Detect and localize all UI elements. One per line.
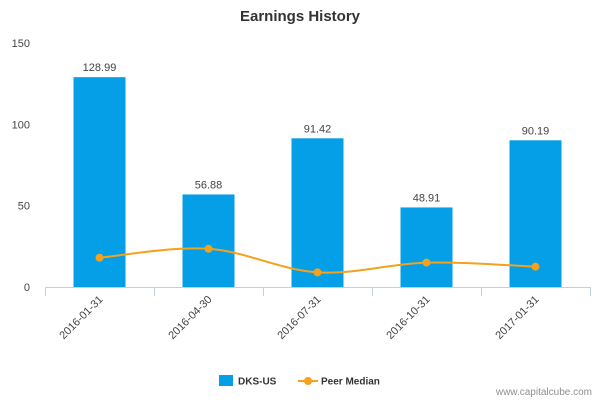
bar-value-label: 56.88 (195, 179, 223, 191)
x-tick-label: 2016-07-31 (275, 294, 323, 342)
bar-series (73, 77, 562, 287)
bar-value-label: 48.91 (413, 192, 441, 204)
x-axis: 2016-01-31 2016-04-30 2016-07-31 2016-10-31… (45, 287, 591, 342)
y-axis: 0 50 100 150 (12, 38, 30, 294)
bar-dks-us[interactable] (73, 77, 126, 287)
x-tick-label: 2016-04-30 (166, 294, 214, 342)
legend-swatch-dks-us (219, 375, 233, 386)
x-tick-label: 2016-01-31 (57, 294, 105, 342)
peer-median-point[interactable] (313, 268, 322, 277)
legend-label-peer-median[interactable]: Peer Median (321, 377, 380, 388)
bar-dks-us[interactable] (509, 140, 562, 287)
bar-value-label: 128.99 (83, 62, 117, 74)
bar-data-labels: 128.99 56.88 91.42 48.91 90.19 (83, 62, 550, 204)
y-tick-label: 0 (24, 282, 30, 294)
y-tick-label: 100 (12, 119, 30, 131)
bar-value-label: 91.42 (304, 123, 332, 135)
bar-value-label: 90.19 (522, 125, 550, 137)
peer-median-point[interactable] (531, 262, 540, 271)
x-tick-label: 2016-10-31 (384, 294, 432, 342)
y-tick-label: 50 (18, 201, 30, 213)
peer-median-point[interactable] (95, 253, 104, 262)
bar-dks-us[interactable] (291, 138, 344, 287)
peer-median-series (95, 244, 540, 277)
chart-title: Earnings History (240, 8, 361, 25)
legend: DKS-US Peer Median (219, 375, 380, 388)
bar-dks-us[interactable] (182, 194, 235, 287)
peer-median-point[interactable] (204, 244, 213, 253)
source-credit[interactable]: www.capitalcube.com (495, 387, 592, 398)
peer-median-point[interactable] (422, 258, 431, 267)
legend-marker-peer-median (304, 377, 312, 385)
legend-label-dks-us[interactable]: DKS-US (238, 377, 277, 388)
bar-dks-us[interactable] (400, 207, 453, 287)
x-tick-label: 2017-01-31 (493, 294, 541, 342)
y-tick-label: 150 (12, 38, 30, 50)
